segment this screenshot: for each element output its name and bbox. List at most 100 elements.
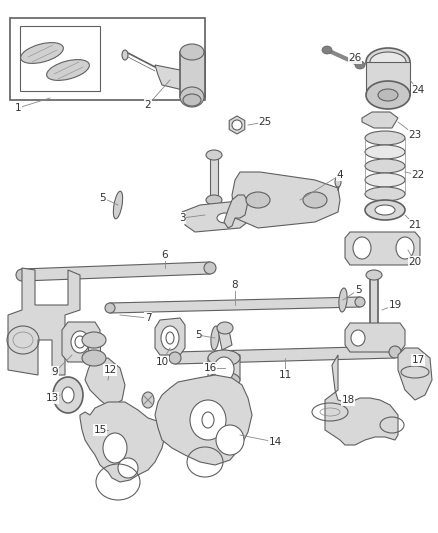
Ellipse shape	[202, 412, 214, 428]
Text: 13: 13	[46, 393, 59, 403]
Ellipse shape	[365, 187, 405, 201]
Polygon shape	[229, 116, 245, 134]
Ellipse shape	[82, 332, 106, 348]
Ellipse shape	[366, 81, 410, 109]
Text: 5: 5	[194, 330, 201, 340]
Ellipse shape	[365, 200, 405, 220]
Text: 5: 5	[100, 193, 106, 203]
Ellipse shape	[335, 177, 341, 187]
Polygon shape	[8, 268, 80, 375]
Polygon shape	[224, 195, 248, 228]
Ellipse shape	[217, 213, 233, 223]
Ellipse shape	[183, 94, 201, 106]
Polygon shape	[182, 200, 252, 232]
Ellipse shape	[103, 433, 127, 463]
Ellipse shape	[214, 357, 234, 381]
Ellipse shape	[303, 192, 327, 208]
Text: 9: 9	[52, 367, 58, 377]
Ellipse shape	[62, 387, 74, 403]
Ellipse shape	[82, 350, 106, 366]
Ellipse shape	[232, 120, 242, 130]
Polygon shape	[366, 62, 410, 95]
Ellipse shape	[53, 377, 83, 413]
Ellipse shape	[396, 237, 414, 259]
Text: 3: 3	[179, 213, 185, 223]
Polygon shape	[155, 65, 185, 90]
Polygon shape	[345, 323, 405, 352]
Text: 17: 17	[411, 355, 424, 365]
Ellipse shape	[351, 330, 365, 346]
Ellipse shape	[206, 150, 222, 160]
Polygon shape	[208, 350, 240, 385]
Text: 2: 2	[145, 100, 151, 110]
Ellipse shape	[169, 352, 181, 364]
Ellipse shape	[375, 205, 395, 215]
Ellipse shape	[208, 372, 240, 388]
Ellipse shape	[142, 392, 154, 408]
Ellipse shape	[366, 270, 382, 280]
Ellipse shape	[211, 326, 219, 350]
Text: 18: 18	[341, 395, 355, 405]
Text: 4: 4	[337, 170, 343, 180]
Ellipse shape	[204, 262, 216, 274]
Ellipse shape	[366, 48, 410, 76]
Polygon shape	[362, 112, 398, 128]
Text: 23: 23	[408, 130, 422, 140]
Polygon shape	[22, 262, 210, 281]
Ellipse shape	[339, 288, 347, 312]
Polygon shape	[180, 52, 205, 97]
Ellipse shape	[389, 346, 401, 358]
Ellipse shape	[365, 173, 405, 187]
Ellipse shape	[105, 303, 115, 313]
Ellipse shape	[21, 43, 64, 63]
Ellipse shape	[365, 145, 405, 159]
Polygon shape	[85, 358, 125, 408]
Text: 6: 6	[162, 250, 168, 260]
Ellipse shape	[161, 326, 179, 350]
Ellipse shape	[216, 425, 244, 455]
Text: 10: 10	[155, 357, 169, 367]
Ellipse shape	[16, 269, 28, 281]
Ellipse shape	[366, 325, 382, 335]
Polygon shape	[155, 318, 185, 355]
Polygon shape	[370, 275, 378, 330]
Text: 21: 21	[408, 220, 422, 230]
Ellipse shape	[355, 61, 365, 69]
Text: 19: 19	[389, 300, 402, 310]
Text: 22: 22	[411, 170, 424, 180]
Ellipse shape	[365, 159, 405, 173]
Text: 20: 20	[409, 257, 421, 267]
Polygon shape	[175, 346, 395, 364]
Ellipse shape	[378, 89, 398, 101]
Polygon shape	[210, 155, 218, 200]
Ellipse shape	[75, 336, 85, 348]
Polygon shape	[155, 375, 252, 465]
Ellipse shape	[370, 52, 406, 72]
Text: 15: 15	[93, 425, 106, 435]
Text: 16: 16	[203, 363, 217, 373]
Polygon shape	[88, 340, 100, 358]
Polygon shape	[80, 402, 165, 482]
Ellipse shape	[180, 44, 204, 60]
Bar	[10, 18, 205, 100]
Text: 12: 12	[103, 365, 117, 375]
Ellipse shape	[46, 60, 89, 80]
Ellipse shape	[208, 350, 240, 366]
Polygon shape	[398, 348, 432, 400]
Ellipse shape	[166, 332, 174, 344]
Text: 14: 14	[268, 437, 282, 447]
Ellipse shape	[355, 297, 365, 307]
Ellipse shape	[246, 192, 270, 208]
Text: 24: 24	[411, 85, 424, 95]
Polygon shape	[110, 297, 360, 313]
Text: 11: 11	[279, 370, 292, 380]
Text: 8: 8	[232, 280, 238, 290]
Ellipse shape	[113, 191, 123, 219]
Ellipse shape	[180, 87, 204, 107]
Text: 25: 25	[258, 117, 272, 127]
Bar	[20, 26, 100, 91]
Polygon shape	[232, 172, 340, 228]
Text: 1: 1	[15, 103, 21, 113]
Text: 5: 5	[355, 285, 361, 295]
Polygon shape	[218, 325, 232, 350]
